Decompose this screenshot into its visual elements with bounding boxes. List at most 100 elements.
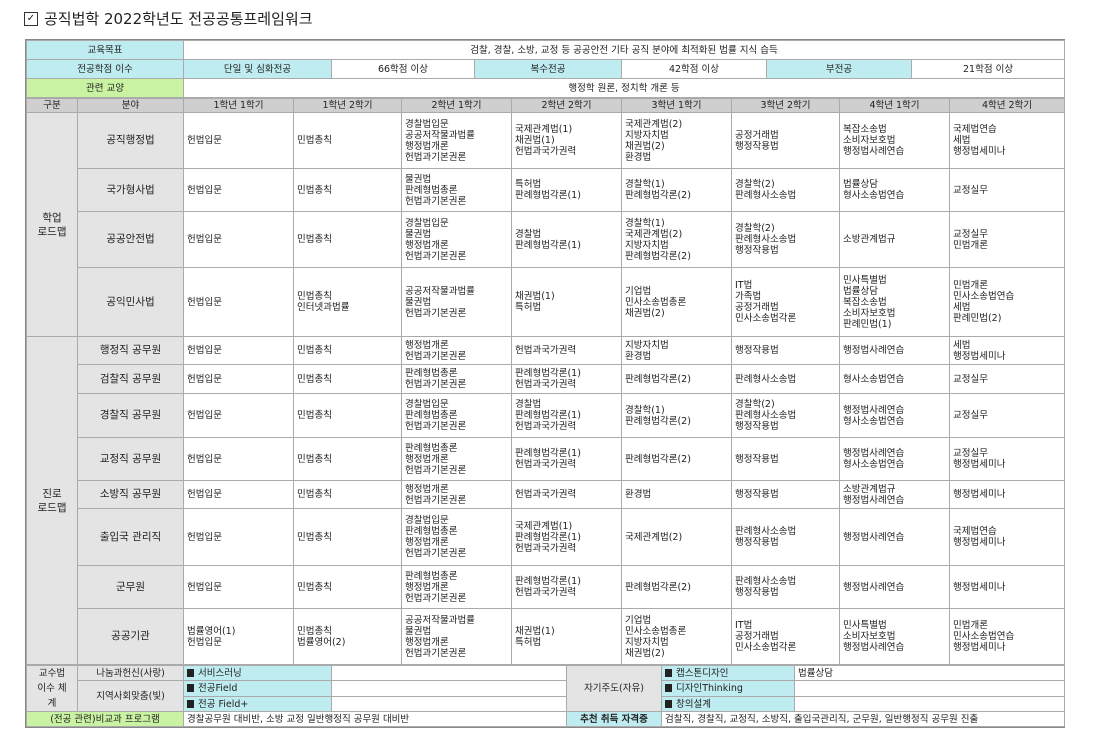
course-name: 민법총칙 xyxy=(297,184,332,196)
column-header: 2학년 2학기 xyxy=(511,98,622,113)
course-name: 민사특별법 xyxy=(843,620,887,631)
course-name: 헌법입문 xyxy=(187,135,222,146)
course-name: 물권법 xyxy=(405,296,432,308)
course-name: 세법 xyxy=(953,302,971,313)
course-name: 헌법입문 xyxy=(187,453,222,465)
course-cell: 경찰법입문 물권법 행정법개론 헌법과기본권론 xyxy=(401,211,512,268)
curriculum-table: 구분 분야 1학년 1학기 1학년 2학기 2학년 1학기 2학년 2학기 3학년 1학기 3… xyxy=(26,98,1065,665)
course-cell: 복잡소송법 소비자보호법 행정법사례연습 xyxy=(839,112,950,169)
course-name: 민법총칙 xyxy=(297,531,332,543)
course-cell: 행정법세미나 xyxy=(949,480,1065,509)
course-name: 경찰학(1) xyxy=(625,404,665,416)
course-cell: 경찰법 판례형법각론(1) xyxy=(511,211,622,268)
course-name: 판례형사소송법 xyxy=(735,373,797,385)
course-name: 경찰학(2) xyxy=(735,399,775,410)
liberal-row: 관련 교양 행정학 원론, 정치학 개론 등 xyxy=(26,78,1066,98)
course-name: 가족법 xyxy=(735,291,762,302)
capstone: 캡스톤디자인 xyxy=(661,665,795,681)
course-name: 소비자보호법 xyxy=(843,135,896,146)
course-name: 경찰법 xyxy=(515,399,542,410)
course-cell: 행정법사례연습 형사소송법연습 xyxy=(839,393,950,438)
course-cell: IT법 공정거래법 민사소송법각론 xyxy=(731,608,840,665)
group-label-line: 학업 xyxy=(42,211,62,224)
course-name: 판례형법각론(1) xyxy=(515,410,581,421)
course-cell: 교정실무 xyxy=(949,168,1065,212)
course-name: 헌법과국가권력 xyxy=(515,146,577,157)
course-name: 교정실무 xyxy=(953,448,988,459)
overview-table: 교육목표 검찰, 경찰, 소방, 교정 등 공공안전 기타 공직 분야에 최적화… xyxy=(26,40,1066,98)
course-name: 헌법과기본권론 xyxy=(405,592,467,604)
blank-cell xyxy=(331,665,567,681)
course-name: 헌법과국가권력 xyxy=(515,489,577,500)
course-name: 행정법세미나 xyxy=(953,489,1006,500)
course-name: 판례형법총론 xyxy=(405,368,458,379)
course-name: 헌법과기본권론 xyxy=(405,250,467,262)
course-name: 행정법사례연습 xyxy=(843,494,905,506)
field-name: 교정직 공무원 xyxy=(77,437,184,481)
table-row: 경찰직 공무원 헌법입문 민법총칙 경찰법입문 판례형법총론 헌법과기본권론 경찰법 판례형법… xyxy=(27,393,1065,438)
course-cell: 경찰법입문 판례형법총론 행정법개론 헌법과기본권론 xyxy=(401,508,512,566)
course-name: 헌법입문 xyxy=(187,410,222,421)
group-label-line: 로드맵 xyxy=(37,501,67,514)
course-name: 행정법개론 xyxy=(405,581,449,593)
course-name: 판례형법각론(1) xyxy=(515,531,581,543)
course-name: 행정법세미나 xyxy=(953,642,1006,653)
course-name: 국제법연습 xyxy=(953,124,997,135)
column-header: 1학년 1학기 xyxy=(183,98,294,113)
course-name: 형사소송법연습 xyxy=(843,459,905,470)
course-cell: 국제법연습 행정법세미나 xyxy=(949,508,1065,566)
course-name: 경찰법입문 xyxy=(405,217,449,229)
course-name: 지방자치법 xyxy=(625,339,669,351)
course-name: 행정법사례연습 xyxy=(843,448,905,459)
course-cell: 민법총칙 xyxy=(293,393,402,438)
course-name: 공정거래법 xyxy=(735,302,779,313)
double-major-label: 복수전공 xyxy=(474,59,622,79)
course-name: 경찰학(2) xyxy=(735,179,775,190)
course-name: 형사소송법연습 xyxy=(843,415,905,427)
blank-cell xyxy=(331,680,567,697)
course-cell: 공공저작물과법률 물권법 헌법과기본권론 xyxy=(401,267,512,337)
course-cell: 행정법개론 헌법과기본권론 xyxy=(401,336,512,365)
field-name: 소방직 공무원 xyxy=(77,480,184,509)
table-row: 군무원 헌법입문 민법총칙 판례형법총론 행정법개론 헌법과기본권론 판례형법각론(1) 헌법… xyxy=(27,565,1065,609)
course-name: 헌법과국가권력 xyxy=(515,345,577,356)
course-cell: 국제관계법(2) 지방자치법 채권법(2) 환경법 xyxy=(621,112,732,169)
course-name: 민법개론 xyxy=(953,280,988,291)
course-cell: 형사소송법연습 xyxy=(839,364,950,394)
course-name: 민법총칙 xyxy=(297,234,332,245)
framework-table: 교육목표 검찰, 경찰, 소방, 교정 등 공공안전 기타 공직 분야에 최적화… xyxy=(25,39,1066,728)
design-thinking: 디자인Thinking xyxy=(661,680,795,697)
course-name: 세법 xyxy=(953,339,971,351)
course-cell: 채권법(1) 특허법 xyxy=(511,608,622,665)
square-bullet-icon xyxy=(665,684,672,692)
course-name: 특허법 xyxy=(515,179,542,190)
course-name: 기업법 xyxy=(625,614,652,626)
course-name: 민사소송법연습 xyxy=(953,291,1015,302)
self-directed-label: 자기주도(자유) xyxy=(566,665,662,712)
course-name: 행정법세미나 xyxy=(953,581,1006,593)
course-name: 행정법개론 xyxy=(405,483,449,495)
course-name: 민법총칙 xyxy=(297,581,332,593)
course-cell: 교정실무 xyxy=(949,364,1065,394)
course-cell: 경찰학(2) 판례형사소송법 행정작용법 xyxy=(731,393,840,438)
course-name: 기업법 xyxy=(625,285,652,297)
course-cell: 헌법과국가권력 xyxy=(511,336,622,365)
course-name: 헌법입문 xyxy=(187,636,222,648)
course-name: 공공저작물과법률 xyxy=(405,129,475,141)
field-name: 군무원 xyxy=(77,565,184,609)
course-name: 행정작용법 xyxy=(735,587,779,598)
course-cell: 국제관계법(1) 판례형법각론(1) 헌법과국가권력 xyxy=(511,508,622,566)
course-name: 국제관계법(1) xyxy=(515,520,573,532)
table-row: 공공안전법 헌법입문 민법총칙 경찰법입문 물권법 행정법개론 헌법과기본권론 경찰법 판례형법… xyxy=(27,211,1065,268)
checkbox-icon: ✓ xyxy=(24,11,38,26)
course-name: 법률상담 xyxy=(843,285,878,297)
field-name: 행정직 공무원 xyxy=(77,336,184,365)
course-cell: 민법총칙 xyxy=(293,508,402,566)
course-name: 법률상담 xyxy=(843,179,878,190)
course-cell: 민사특별법 소비자보호법 행정법사례연습 xyxy=(839,608,950,665)
course-cell: 판례형법총론 행정법개론 헌법과기본권론 xyxy=(401,565,512,609)
field-name: 공공안전법 xyxy=(77,211,184,268)
course-cell: 헌법입문 xyxy=(183,211,294,268)
course-cell: 경찰학(1) 국제관계법(2) 지방자치법 판례형법각론(2) xyxy=(621,211,732,268)
course-name: 교정실무 xyxy=(953,184,988,196)
